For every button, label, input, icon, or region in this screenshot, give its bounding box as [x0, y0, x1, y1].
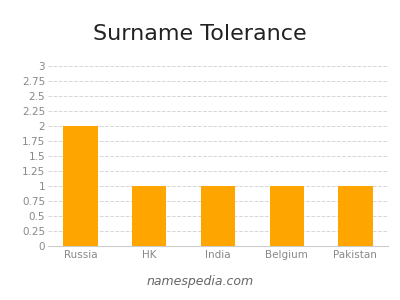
Bar: [132, 186, 166, 246]
Bar: [270, 186, 304, 246]
Text: namespedia.com: namespedia.com: [146, 275, 254, 288]
Bar: [338, 186, 372, 246]
Bar: [64, 126, 98, 246]
Bar: [201, 186, 235, 246]
Text: Surname Tolerance: Surname Tolerance: [93, 24, 307, 44]
